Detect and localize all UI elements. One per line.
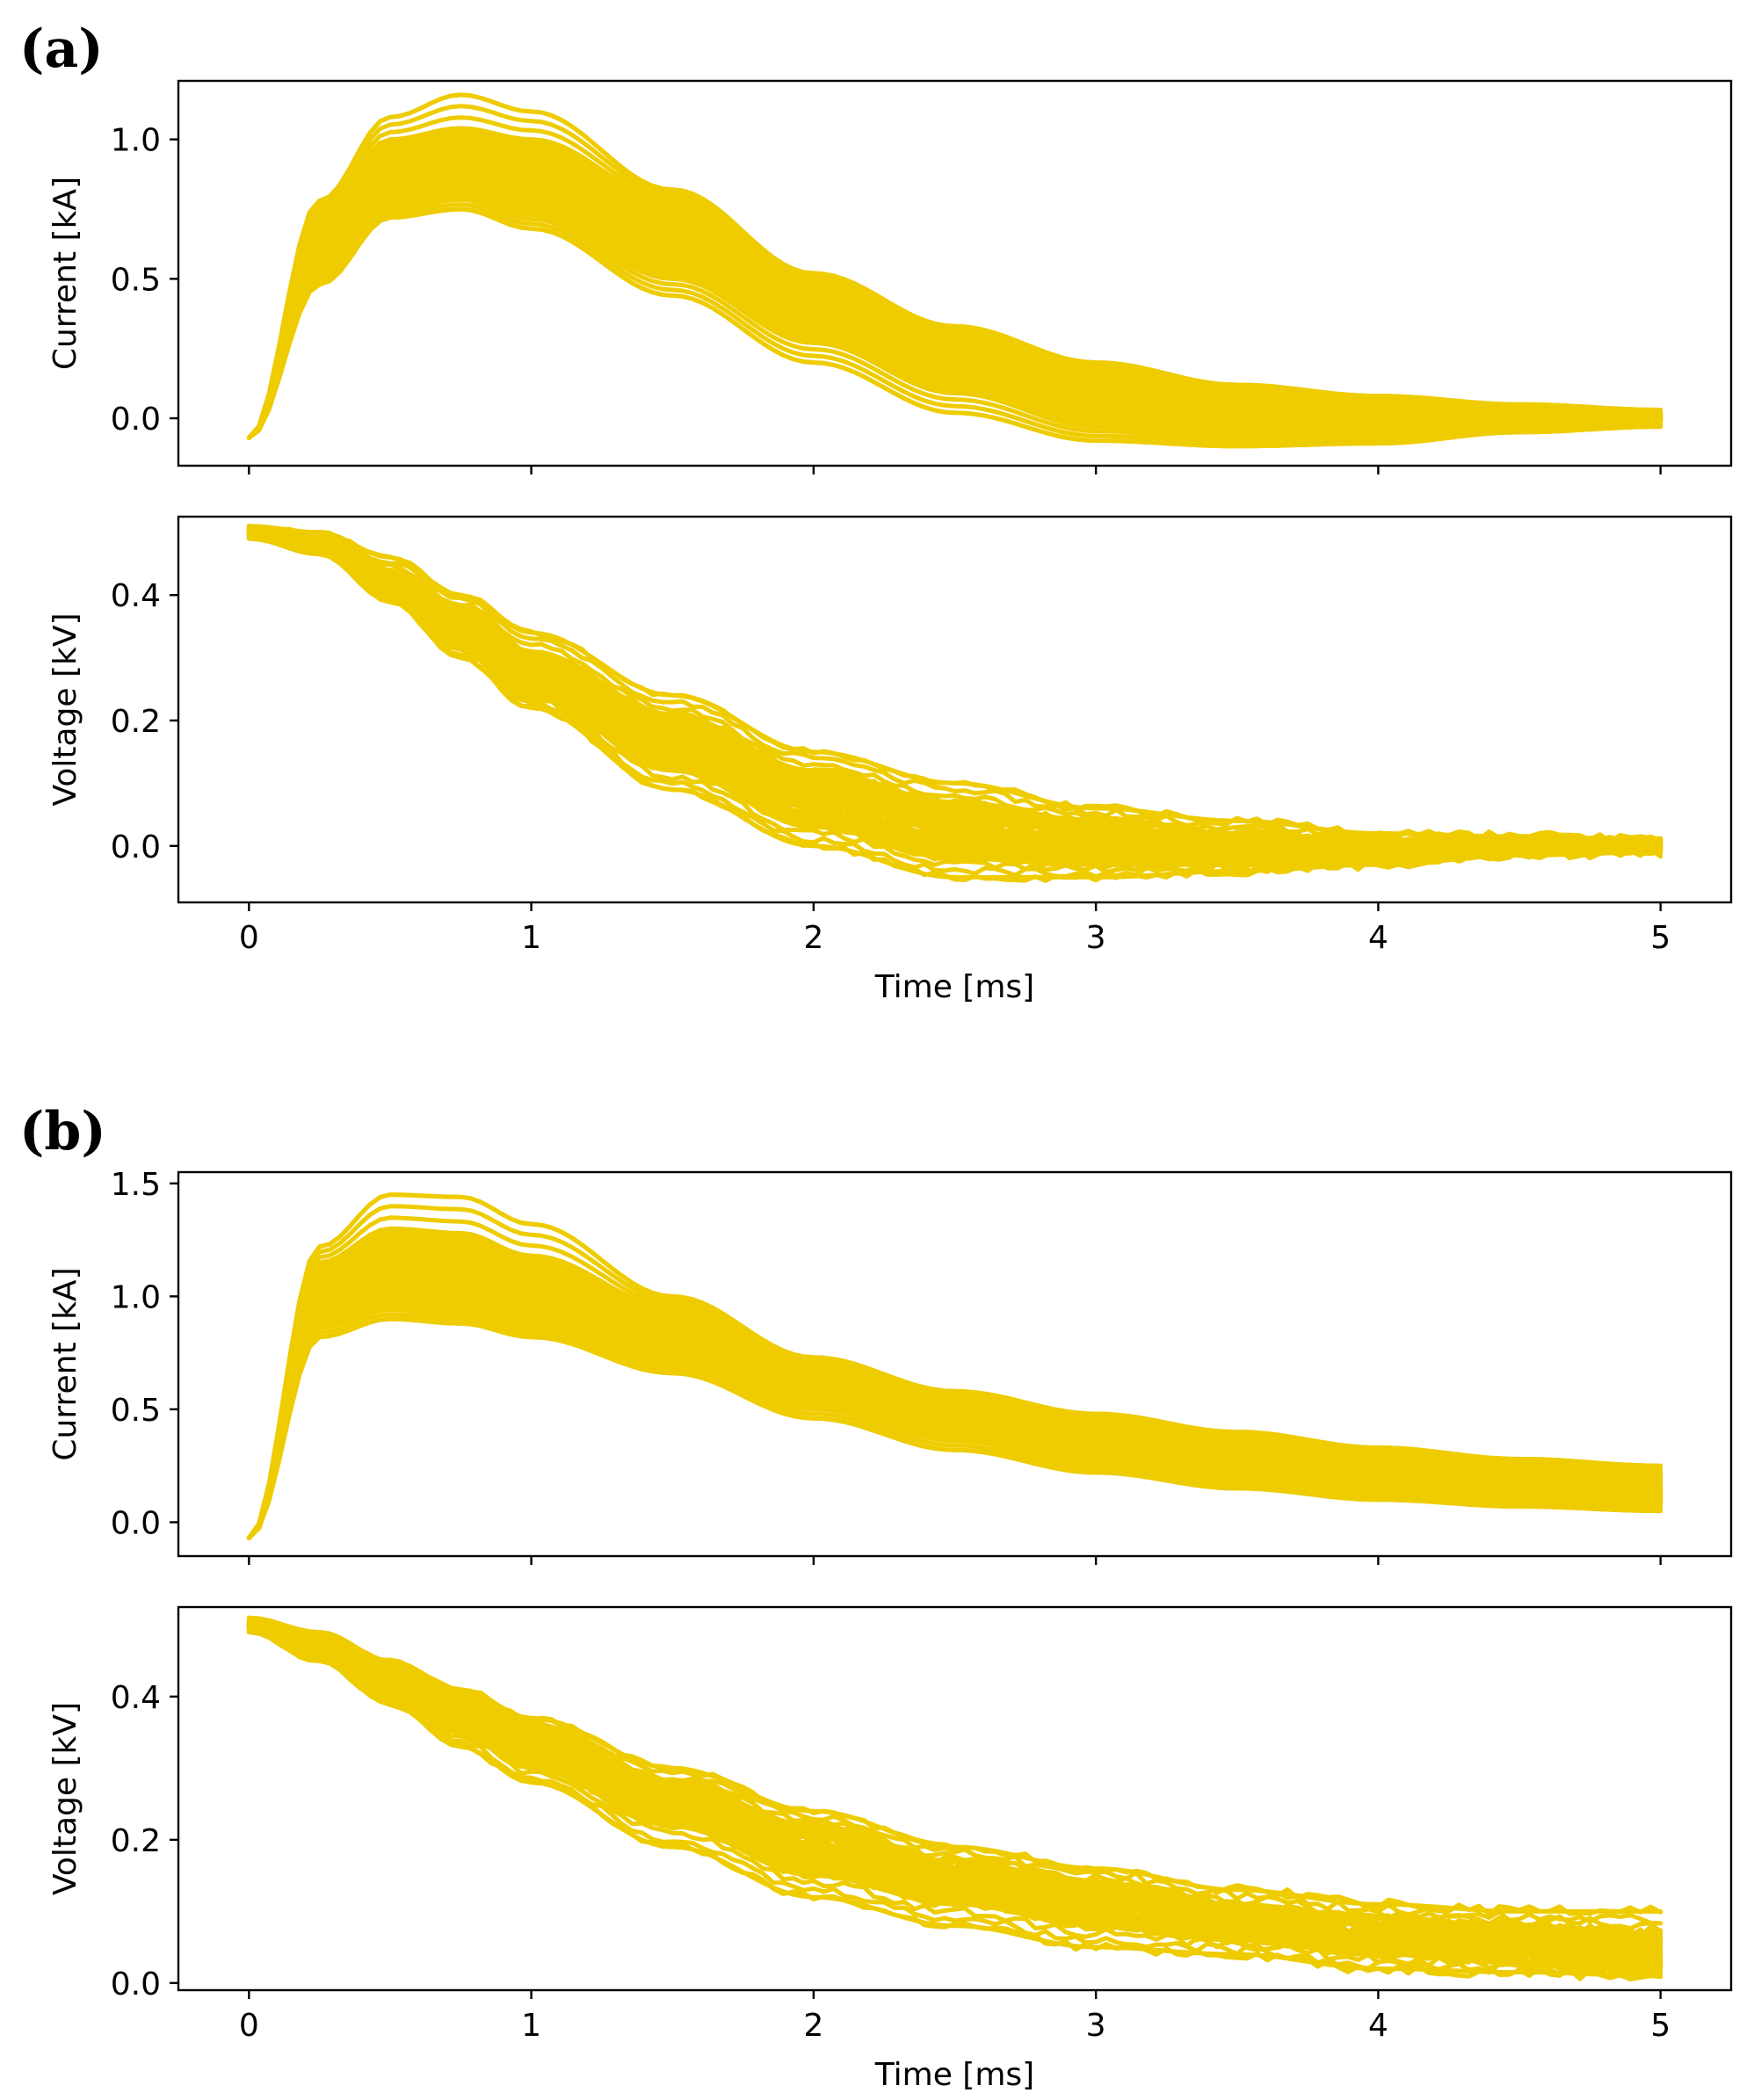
- subplot-2: 0 1 2 3 4 5 0.0 0.2 0.4 Voltage [kV] Time [ms]: [47, 515, 1733, 1005]
- x-tick-label: 1: [521, 920, 541, 956]
- x-tick-label: 1: [521, 2008, 541, 2044]
- y-tick-label: 0.2: [111, 1823, 161, 1859]
- series-line-2: [246, 526, 1663, 845]
- series-line-3: [246, 530, 1663, 855]
- series-line-1: [246, 92, 1663, 440]
- x-tick-label: 2: [803, 2008, 823, 2044]
- subplot-1: 0.0 0.5 1.0 Current [kA]: [47, 79, 1733, 474]
- series-line-5: [246, 536, 1663, 880]
- series-line-2: [246, 126, 1663, 440]
- series-line-4: [246, 192, 1663, 440]
- series-line-1: [246, 1192, 1663, 1540]
- axes-frame: [177, 515, 1733, 904]
- series-line-5: [246, 1316, 1663, 1540]
- axes-frame: [177, 1170, 1733, 1558]
- trace-group: [246, 92, 1663, 449]
- trace-group: [246, 1615, 1663, 1982]
- y-tick-label: 0.0: [111, 402, 161, 438]
- series-line-3: [246, 156, 1663, 440]
- y-tick-label: 1.0: [111, 123, 161, 159]
- series-line-4: [246, 1626, 1663, 1972]
- subplot-3: 0.0 0.5 1.0 1.5 Current [kA]: [47, 1167, 1733, 1565]
- y-axis-title: Current [kA]: [47, 1267, 83, 1460]
- x-tick-label: 4: [1368, 920, 1388, 956]
- y-tick-label: 0.4: [111, 1680, 161, 1716]
- y-tick-label: 0.0: [111, 1966, 161, 2002]
- series-line-2: [246, 1618, 1663, 1936]
- series-line-4: [246, 532, 1663, 867]
- x-tick-label: 4: [1368, 2008, 1388, 2044]
- series-line-1: [246, 524, 1663, 843]
- y-tick-label: 0.0: [111, 829, 161, 865]
- trace-group: [246, 524, 1663, 883]
- series-line-4: [246, 1303, 1663, 1540]
- y-tick-label: 0.2: [111, 704, 161, 740]
- series-line-3: [246, 1622, 1663, 1957]
- x-tick-label: 2: [803, 920, 823, 956]
- x-tick-label: 0: [239, 920, 259, 956]
- series-line-3: [246, 1264, 1663, 1540]
- trace-line: [246, 197, 1663, 443]
- panel-label-a: (a): [19, 18, 104, 80]
- x-tick-label: 5: [1650, 920, 1670, 956]
- axes-frame: [177, 1605, 1733, 1992]
- trace-line: [246, 202, 1663, 446]
- y-tick-label: 0.0: [111, 1505, 161, 1541]
- y-tick-label: 0.4: [111, 578, 161, 614]
- y-tick-label: 1.5: [111, 1167, 161, 1203]
- y-axis-title: Voltage [kV]: [47, 1702, 83, 1895]
- series-line-5: [246, 206, 1663, 449]
- x-tick-label: 0: [239, 2008, 259, 2044]
- y-axis-title: Voltage [kV]: [47, 612, 83, 806]
- subplot-4: 0 1 2 3 4 5 0.0 0.2 0.4 Voltage [kV] Time [ms]: [47, 1605, 1733, 2093]
- plot-area: 0.0 0.5 1.0 Current [kA] 0 1 2 3 4 5 0.0 0.2 0.4 Volt…: [47, 79, 1733, 2093]
- series-line-1: [246, 1615, 1663, 1914]
- y-tick-label: 1.0: [111, 1279, 161, 1315]
- axes-frame: [177, 79, 1733, 467]
- y-tick-label: 0.5: [111, 262, 161, 298]
- x-tick-label: 3: [1086, 920, 1106, 956]
- panel-label-b: (b): [19, 1101, 106, 1162]
- series-line-2: [246, 1226, 1663, 1540]
- trace-group: [246, 1192, 1663, 1540]
- x-axis-title: Time [ms]: [874, 969, 1034, 1005]
- trace-line: [246, 526, 1663, 848]
- trace-line: [246, 1312, 1663, 1540]
- x-tick-label: 3: [1086, 2008, 1106, 2044]
- trace-line: [246, 1307, 1663, 1540]
- x-tick-label: 5: [1650, 2008, 1670, 2044]
- x-axis-title: Time [ms]: [874, 2057, 1034, 2093]
- y-tick-label: 0.5: [111, 1393, 161, 1429]
- y-axis-title: Current [kA]: [47, 177, 83, 370]
- series-line-5: [246, 1630, 1663, 1979]
